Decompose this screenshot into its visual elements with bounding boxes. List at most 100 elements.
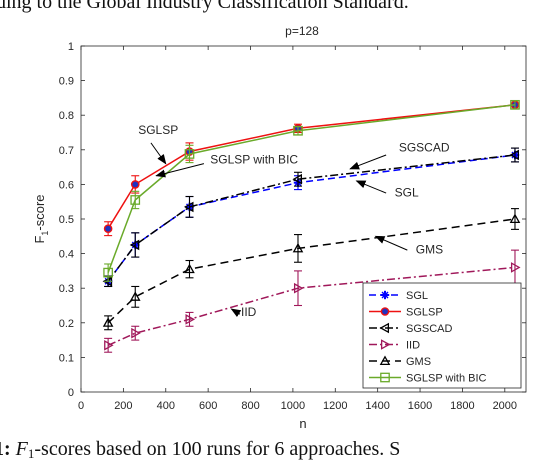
series-iid	[104, 249, 521, 353]
data-point-gms	[102, 317, 114, 327]
x-tick-label: 1000	[281, 400, 305, 412]
y-tick-label: 0.4	[59, 249, 74, 261]
x-axis-label: n	[299, 416, 306, 431]
error-bar	[131, 190, 140, 210]
annotation-arrow-sgl	[355, 180, 387, 194]
error-bar	[293, 270, 302, 307]
x-tick-label: 1200	[323, 400, 347, 412]
data-point-sglsp-with-bic	[293, 125, 303, 136]
legend-box	[362, 282, 522, 389]
legend-entry-sgscad: SGSCAD	[369, 322, 453, 335]
y-tick-label: 0.3	[59, 283, 74, 295]
data-point-sglsp-with-bic	[103, 267, 113, 278]
legend-entry-sglsp: SGLSP	[369, 307, 443, 319]
error-bar	[510, 147, 519, 163]
y-tick-label: 0.2	[59, 318, 74, 330]
annotation-label-sglsp: SGLSP	[138, 123, 178, 137]
x-tick-label: 600	[199, 400, 217, 412]
y-tick-label: 0.6	[59, 179, 74, 191]
data-point-sgscad	[509, 149, 519, 161]
chart-title: p=128	[285, 24, 319, 38]
x-tick-label: 800	[241, 400, 259, 412]
data-point-sglsp-with-bic	[184, 149, 195, 159]
data-point-iid	[293, 282, 304, 294]
legend-label: IID	[406, 340, 420, 352]
data-point-gms	[184, 263, 195, 274]
x-tick-label: 0	[78, 400, 84, 412]
error-bar	[185, 144, 194, 164]
annotation-arrow-sglsp	[150, 142, 167, 165]
legend-label: SGLSP	[406, 307, 443, 319]
legend-marker	[380, 290, 390, 300]
data-point-iid	[104, 339, 114, 351]
data-point-sglsp-with-bic	[510, 99, 520, 110]
data-point-sglsp-with-bic	[130, 195, 141, 205]
legend-marker	[380, 307, 390, 316]
legend-label: SGL	[406, 290, 428, 302]
data-point-sglsp	[130, 180, 140, 189]
data-point-sgscad	[129, 239, 140, 251]
y-axis-label: F1-score	[32, 194, 50, 243]
series-gms	[102, 208, 521, 331]
error-bar	[185, 311, 194, 327]
y-tick-label: 1	[68, 41, 74, 53]
error-bar	[131, 325, 140, 341]
data-point-sgscad	[292, 173, 303, 185]
data-point-gms	[292, 242, 304, 253]
data-series	[102, 99, 521, 353]
legend-label: SGSCAD	[406, 323, 453, 335]
x-tick-label: 2000	[493, 400, 517, 412]
annotation-arrow-sgscad	[349, 154, 387, 170]
x-tick-label: 1600	[408, 400, 432, 412]
legend-marker	[379, 322, 390, 334]
legend-marker	[379, 355, 391, 366]
legend-label: SGLSP with BIC	[406, 373, 487, 385]
x-tick-label: 1400	[365, 400, 389, 412]
error-bar	[131, 232, 140, 258]
data-point-sgscad	[183, 201, 194, 213]
legend-entry-iid: IID	[369, 339, 420, 352]
annotation-label-iid: IID	[241, 305, 257, 319]
error-bar	[510, 208, 519, 230]
annotation-arrow-sglsp-with-bic	[155, 163, 205, 178]
annotation-label-sgl: SGL	[395, 186, 419, 200]
error-bar	[185, 195, 194, 218]
annotation-arrow-iid	[230, 308, 242, 318]
error-bar	[185, 259, 194, 279]
data-point-iid	[510, 262, 521, 273]
error-bar	[293, 171, 302, 187]
series-sglsp-with-bic	[103, 99, 520, 282]
legend-entry-sgl: SGL	[369, 290, 428, 302]
legend-marker	[380, 372, 390, 383]
annotations: SGLSP SGLSP with BIC SGSCAD SGL GMS IID	[138, 123, 450, 319]
y-axis: 0 0.1 0.2 0.3 0.4 0.5 0.6 0.7 0.8 0.9 1	[59, 41, 526, 399]
error-bar	[104, 337, 113, 353]
legend-label: GMS	[406, 356, 431, 368]
y-tick-label: 0.5	[59, 214, 74, 226]
error-bar	[131, 285, 140, 308]
x-tick-label: 400	[157, 400, 175, 412]
y-tick-label: 0.8	[59, 110, 74, 122]
data-point-iid	[131, 327, 141, 339]
legend-entry-sglsp-with-bic: SGLSP with BIC	[369, 373, 487, 385]
legend-entry-gms: GMS	[369, 355, 431, 368]
x-tick-label: 200	[114, 400, 132, 412]
x-axis: 0 200 400 600 800 1000 1200 1400 1600 1800 2000	[78, 46, 517, 412]
error-bar	[293, 234, 302, 263]
error-bar	[104, 263, 113, 282]
data-point-gms	[509, 213, 521, 224]
x-tick-label: 1800	[450, 400, 474, 412]
y-tick-label: 0.9	[59, 76, 74, 88]
y-tick-label: 0.7	[59, 145, 74, 157]
data-point-sglsp	[103, 224, 113, 233]
y-tick-label: 0.1	[59, 352, 74, 364]
caption-top-text: ding to the Global Industry Classificati…	[0, 0, 409, 13]
legend-marker	[380, 339, 391, 350]
data-point-gms	[129, 291, 141, 301]
y-tick-label: 0	[68, 387, 74, 399]
data-point-iid	[185, 314, 196, 325]
annotation-label-sgscad: SGSCAD	[399, 141, 450, 155]
annotation-arrow-gms	[374, 235, 408, 251]
annotation-label-sglsp-with-bic: SGLSP with BIC	[210, 153, 298, 167]
